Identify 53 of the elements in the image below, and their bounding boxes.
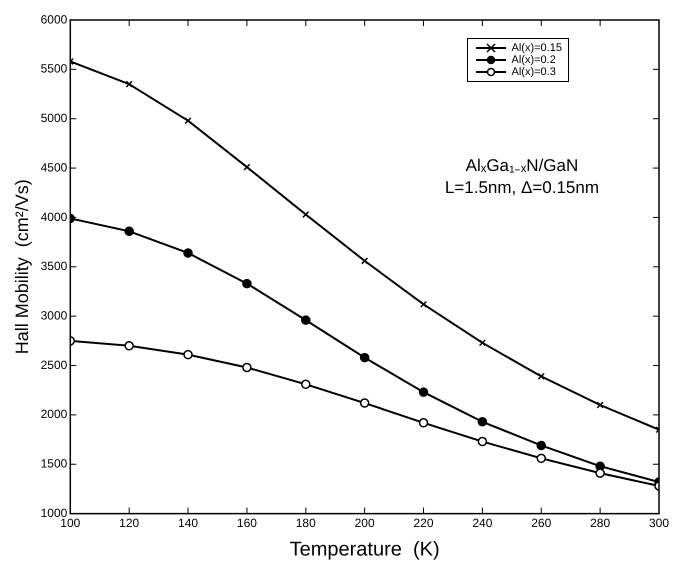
point	[418, 387, 428, 397]
x-tick-label: 120	[119, 516, 140, 530]
point	[360, 398, 370, 408]
point	[478, 417, 488, 427]
point	[302, 210, 310, 218]
y-tick-label: 3500	[40, 259, 68, 274]
point	[478, 436, 488, 446]
x-tick-label: 160	[236, 516, 258, 530]
point	[418, 418, 428, 428]
point	[124, 226, 134, 236]
point	[242, 278, 252, 288]
y-tick-label: 2500	[40, 358, 68, 372]
point	[301, 380, 311, 390]
y-tick-label: 4000	[40, 210, 68, 224]
point	[596, 401, 604, 409]
y-tick-label: 6000	[40, 12, 68, 26]
point	[595, 468, 605, 478]
point	[478, 339, 486, 346]
point	[183, 248, 193, 258]
point	[361, 257, 368, 264]
point	[183, 350, 193, 360]
x-tick-label: 240	[472, 516, 493, 530]
point	[538, 372, 545, 380]
x-tick-label: 140	[178, 516, 198, 530]
point	[124, 341, 134, 351]
point	[184, 117, 192, 124]
x-tick-label: 200	[354, 516, 375, 530]
x-tick-label: 180	[296, 516, 316, 530]
y-tick-label: 1500	[40, 456, 68, 471]
point	[420, 300, 428, 308]
x-tick-label: 260	[531, 516, 552, 530]
point	[301, 315, 311, 325]
y-axis-title: Hall Mobility (cm²/Vs)	[12, 179, 32, 354]
point	[242, 362, 252, 372]
legend-label: Al(x)=0.2	[512, 54, 556, 66]
x-tick-label: 300	[648, 516, 670, 530]
point	[536, 454, 546, 464]
annotation: L=1.5nm, Δ=0.15nm	[444, 177, 599, 199]
x-tick-label: 220	[414, 516, 434, 530]
y-tick-label: 3000	[40, 308, 68, 322]
point	[536, 440, 546, 450]
x-axis-title: Temperature (K)	[290, 538, 440, 561]
y-tick-label: 5500	[40, 62, 68, 76]
legend-label: Al(x)=0.3	[512, 66, 556, 78]
y-tick-label: 4500	[40, 160, 68, 174]
y-tick-label: 5000	[40, 111, 68, 126]
y-tick-label: 2000	[40, 407, 68, 422]
annotation: AlₓGa₁₋ₓN/GaN	[464, 155, 580, 177]
point	[360, 352, 370, 362]
point	[126, 80, 133, 88]
point	[243, 164, 250, 171]
x-tick-label: 280	[590, 516, 610, 530]
legend-label: Al(x)=0.15	[512, 42, 562, 54]
